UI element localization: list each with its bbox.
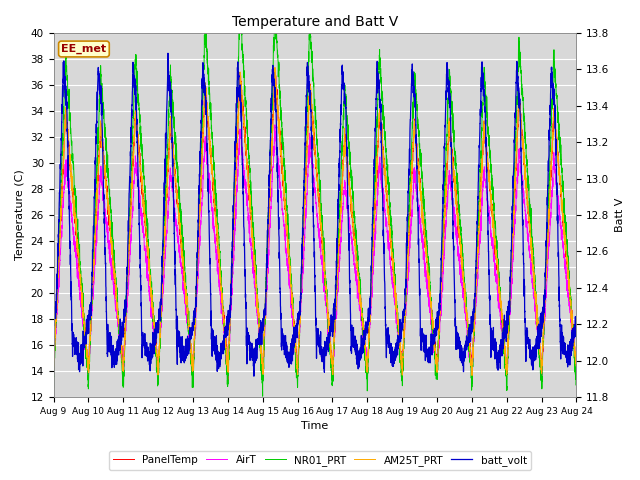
NR01_PRT	[237, 1, 244, 7]
PanelTemp	[143, 245, 151, 251]
NR01_PRT	[462, 289, 470, 295]
batt_volt	[296, 310, 303, 315]
AM25T_PRT	[573, 363, 580, 369]
Line: PanelTemp: PanelTemp	[54, 73, 577, 381]
AirT	[50, 370, 58, 375]
PanelTemp	[224, 378, 232, 384]
AirT	[296, 335, 303, 340]
AirT	[271, 122, 278, 128]
NR01_PRT	[573, 377, 580, 383]
NR01_PRT	[572, 380, 580, 385]
AirT	[538, 375, 545, 381]
AirT	[432, 359, 440, 365]
AM25T_PRT	[271, 64, 279, 70]
NR01_PRT	[296, 328, 303, 334]
Y-axis label: Temperature (C): Temperature (C)	[15, 169, 25, 261]
AirT	[572, 363, 580, 369]
PanelTemp	[403, 269, 411, 275]
Title: Temperature and Batt V: Temperature and Batt V	[232, 15, 398, 29]
AirT	[573, 372, 580, 378]
PanelTemp	[462, 299, 470, 304]
batt_volt	[50, 323, 58, 328]
Text: EE_met: EE_met	[61, 44, 106, 54]
AM25T_PRT	[403, 272, 411, 278]
AM25T_PRT	[50, 370, 58, 376]
NR01_PRT	[403, 253, 411, 259]
AM25T_PRT	[468, 372, 476, 378]
X-axis label: Time: Time	[301, 421, 328, 432]
Y-axis label: Batt V: Batt V	[615, 198, 625, 232]
Line: AM25T_PRT: AM25T_PRT	[54, 67, 577, 375]
PanelTemp	[271, 70, 279, 76]
batt_volt	[572, 329, 580, 335]
AM25T_PRT	[296, 331, 303, 336]
PanelTemp	[432, 360, 440, 365]
Line: NR01_PRT: NR01_PRT	[54, 4, 577, 396]
AM25T_PRT	[432, 354, 440, 360]
AM25T_PRT	[143, 248, 151, 254]
AirT	[462, 308, 470, 314]
NR01_PRT	[50, 385, 58, 391]
PanelTemp	[573, 364, 580, 370]
AirT	[403, 283, 411, 289]
AM25T_PRT	[572, 360, 580, 365]
Line: AirT: AirT	[54, 125, 577, 378]
NR01_PRT	[259, 393, 266, 399]
batt_volt	[143, 356, 151, 361]
NR01_PRT	[432, 368, 440, 373]
AM25T_PRT	[462, 299, 470, 304]
Legend: PanelTemp, AirT, NR01_PRT, AM25T_PRT, batt_volt: PanelTemp, AirT, NR01_PRT, AM25T_PRT, ba…	[109, 451, 531, 470]
batt_volt	[164, 50, 172, 56]
PanelTemp	[50, 361, 58, 367]
batt_volt	[432, 325, 440, 331]
batt_volt	[250, 373, 258, 379]
batt_volt	[403, 225, 411, 231]
batt_volt	[462, 338, 470, 344]
PanelTemp	[572, 363, 580, 369]
NR01_PRT	[143, 235, 151, 240]
PanelTemp	[296, 324, 303, 330]
AirT	[143, 268, 151, 274]
Line: batt_volt: batt_volt	[54, 53, 577, 376]
batt_volt	[573, 323, 580, 328]
